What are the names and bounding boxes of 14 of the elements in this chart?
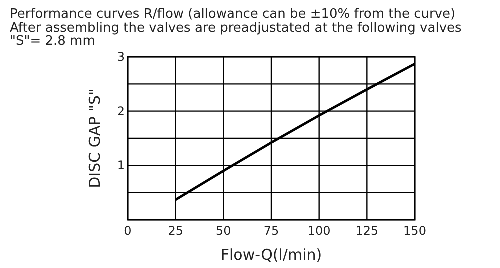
x-tick-label: 0 [124, 224, 132, 238]
x-tick-label: 50 [216, 224, 232, 238]
x-tick-label: 150 [404, 224, 426, 238]
x-tick-label: 125 [356, 224, 379, 238]
x-tick-label: 100 [308, 224, 331, 238]
y-tick-label: 3 [117, 50, 125, 64]
chart-title: Performance curves R/flow (allowance can be ±10% from the curve) [10, 7, 456, 22]
y-tick-label: 1 [117, 158, 125, 173]
x-tick-label: 75 [264, 224, 280, 238]
x-axis-title: Flow-Q(l/min) [220, 246, 322, 264]
chart-subtitle: After assembling the valves are preadjustated at the following valves "S"= 2.8 mm [10, 21, 462, 49]
y-tick-label: 2 [117, 104, 125, 118]
y-axis-title: DISC GAP "S" [86, 88, 104, 188]
x-tick-label: 25 [168, 224, 184, 238]
